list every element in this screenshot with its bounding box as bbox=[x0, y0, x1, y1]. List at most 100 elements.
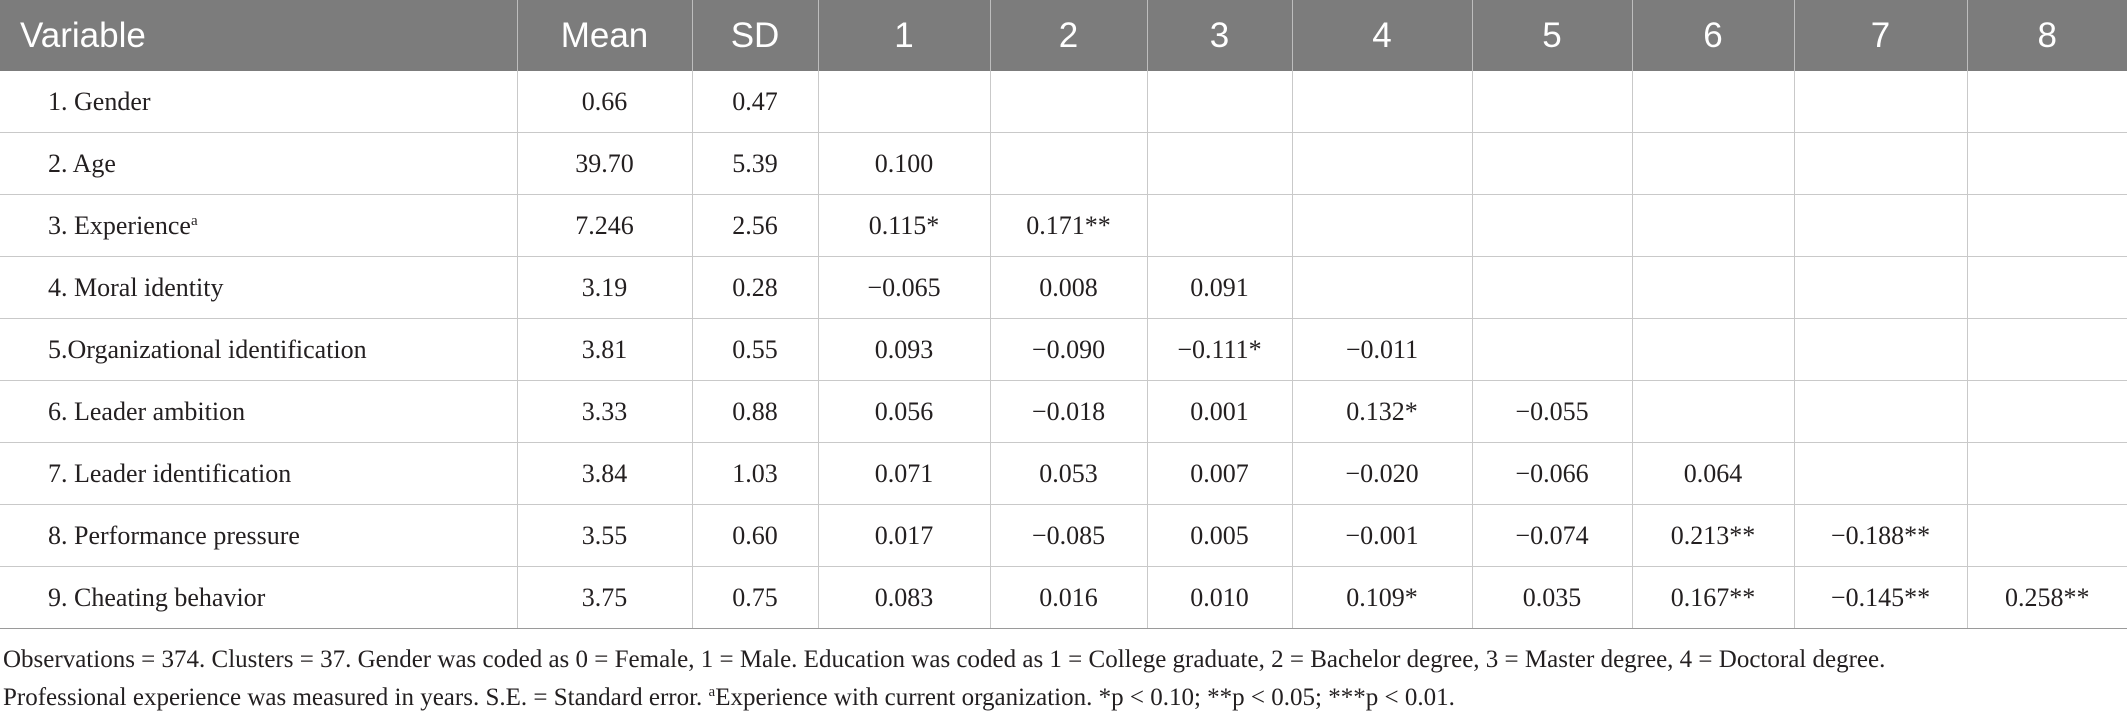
sd-cell: 2.56 bbox=[692, 194, 819, 257]
variable-name: 4. Moral identity bbox=[48, 272, 224, 302]
correlation-cell-6 bbox=[1632, 318, 1795, 381]
correlation-cell-3: 0.010 bbox=[1147, 566, 1293, 629]
correlation-cell-5 bbox=[1472, 256, 1633, 319]
correlation-cell-2: −0.090 bbox=[990, 318, 1148, 381]
sd-cell: 1.03 bbox=[692, 442, 819, 505]
mean-cell: 3.33 bbox=[517, 380, 693, 443]
correlation-cell-7 bbox=[1794, 380, 1968, 443]
sd-cell: 0.28 bbox=[692, 256, 819, 319]
correlation-cell-7 bbox=[1794, 256, 1968, 319]
correlation-cell-1: 0.056 bbox=[818, 380, 991, 443]
correlation-cell-5 bbox=[1472, 71, 1633, 133]
sd-cell: 0.75 bbox=[692, 566, 819, 629]
correlation-cell-4: −0.011 bbox=[1292, 318, 1473, 381]
correlation-cell-4 bbox=[1292, 132, 1473, 195]
correlation-cell-7 bbox=[1794, 442, 1968, 505]
footnote-line-2-note: Experience with current organization. *p… bbox=[715, 684, 1455, 711]
sd-cell: 0.88 bbox=[692, 380, 819, 443]
table-header: Variable Mean SD 1 2 3 4 5 6 7 8 bbox=[0, 0, 2127, 71]
correlation-cell-3 bbox=[1147, 132, 1293, 195]
mean-cell: 39.70 bbox=[517, 132, 693, 195]
footnote-line-2-text: Professional experience was measured in … bbox=[3, 684, 709, 711]
correlation-cell-1: 0.083 bbox=[818, 566, 991, 629]
correlation-cell-1: −0.065 bbox=[818, 256, 991, 319]
header-col-3: 3 bbox=[1147, 0, 1293, 71]
header-col-7: 7 bbox=[1794, 0, 1968, 71]
variable-name: 8. Performance pressure bbox=[48, 520, 300, 550]
header-col-2: 2 bbox=[990, 0, 1148, 71]
correlation-cell-3: 0.091 bbox=[1147, 256, 1293, 319]
correlation-cell-3: −0.111* bbox=[1147, 318, 1293, 381]
variable-cell: 2. Age bbox=[0, 132, 518, 195]
correlation-cell-3: 0.005 bbox=[1147, 504, 1293, 567]
variable-cell: 5.Organizational identification bbox=[0, 318, 518, 381]
table-row: 2. Age 39.70 5.39 0.100 bbox=[0, 132, 2127, 195]
table-row: 5.Organizational identification 3.81 0.55 0… bbox=[0, 318, 2127, 381]
header-row: Variable Mean SD 1 2 3 4 5 6 7 8 bbox=[0, 0, 2127, 71]
correlation-cell-1: 0.115* bbox=[818, 194, 991, 257]
header-sd: SD bbox=[692, 0, 819, 71]
variable-name: 5.Organizational identification bbox=[48, 334, 367, 364]
variable-cell: 4. Moral identity bbox=[0, 256, 518, 319]
variable-cell: 3. Experiencea bbox=[0, 194, 518, 257]
variable-cell: 6. Leader ambition bbox=[0, 380, 518, 443]
header-variable: Variable bbox=[0, 0, 518, 71]
table-row: 3. Experiencea 7.246 2.56 0.115* 0.171** bbox=[0, 194, 2127, 257]
variable-cell: 7. Leader identification bbox=[0, 442, 518, 505]
correlation-cell-8 bbox=[1967, 442, 2127, 505]
correlation-cell-1: 0.093 bbox=[818, 318, 991, 381]
correlation-cell-2: 0.053 bbox=[990, 442, 1148, 505]
correlation-cell-7 bbox=[1794, 132, 1968, 195]
correlation-cell-1: 0.017 bbox=[818, 504, 991, 567]
correlation-cell-6 bbox=[1632, 132, 1795, 195]
correlation-cell-6 bbox=[1632, 256, 1795, 319]
correlation-cell-1 bbox=[818, 71, 991, 133]
header-col-6: 6 bbox=[1632, 0, 1795, 71]
correlation-cell-4 bbox=[1292, 194, 1473, 257]
correlation-cell-4: 0.109* bbox=[1292, 566, 1473, 629]
correlation-cell-7 bbox=[1794, 318, 1968, 381]
correlation-cell-8 bbox=[1967, 132, 2127, 195]
table-row: 1. Gender 0.66 0.47 bbox=[0, 71, 2127, 133]
correlation-cell-1: 0.100 bbox=[818, 132, 991, 195]
variable-cell: 9. Cheating behavior bbox=[0, 566, 518, 629]
variable-name: 6. Leader ambition bbox=[48, 396, 246, 426]
variable-superscript: a bbox=[190, 212, 198, 229]
correlation-cell-4: 0.132* bbox=[1292, 380, 1473, 443]
variable-name: 7. Leader identification bbox=[48, 458, 292, 488]
correlation-cell-4 bbox=[1292, 256, 1473, 319]
correlation-cell-4: −0.001 bbox=[1292, 504, 1473, 567]
correlation-cell-8 bbox=[1967, 380, 2127, 443]
sd-cell: 0.60 bbox=[692, 504, 819, 567]
correlation-cell-7: −0.145** bbox=[1794, 566, 1968, 629]
mean-cell: 7.246 bbox=[517, 194, 693, 257]
mean-cell: 3.55 bbox=[517, 504, 693, 567]
sd-cell: 0.47 bbox=[692, 71, 819, 133]
correlation-table-container: Variable Mean SD 1 2 3 4 5 6 7 8 1. Gend… bbox=[0, 0, 2127, 629]
correlation-cell-6: 0.064 bbox=[1632, 442, 1795, 505]
correlation-cell-8 bbox=[1967, 194, 2127, 257]
correlation-cell-8 bbox=[1967, 256, 2127, 319]
correlation-cell-3 bbox=[1147, 71, 1293, 133]
table-row: 8. Performance pressure 3.55 0.60 0.017 −0.0… bbox=[0, 504, 2127, 567]
footnote-line-1: Observations = 374. Clusters = 37. Gende… bbox=[3, 646, 1886, 673]
correlation-cell-2 bbox=[990, 71, 1148, 133]
table-row: 6. Leader ambition 3.33 0.88 0.056 −0.018 0.0… bbox=[0, 380, 2127, 443]
header-mean: Mean bbox=[517, 0, 693, 71]
correlation-cell-8 bbox=[1967, 504, 2127, 567]
table-row: 9. Cheating behavior 3.75 0.75 0.083 0.016 0.… bbox=[0, 566, 2127, 629]
correlation-cell-5 bbox=[1472, 318, 1633, 381]
correlation-cell-5 bbox=[1472, 132, 1633, 195]
correlation-cell-5: −0.055 bbox=[1472, 380, 1633, 443]
table-row: 4. Moral identity 3.19 0.28 −0.065 0.008 0.09… bbox=[0, 256, 2127, 319]
correlation-cell-6: 0.167** bbox=[1632, 566, 1795, 629]
variable-name: 3. Experience bbox=[48, 210, 191, 240]
sd-cell: 5.39 bbox=[692, 132, 819, 195]
correlation-cell-5: −0.066 bbox=[1472, 442, 1633, 505]
table-row: 7. Leader identification 3.84 1.03 0.071 0.0… bbox=[0, 442, 2127, 505]
correlation-cell-4: −0.020 bbox=[1292, 442, 1473, 505]
header-col-5: 5 bbox=[1472, 0, 1633, 71]
variable-name: 2. Age bbox=[48, 148, 116, 178]
correlation-cell-2: −0.085 bbox=[990, 504, 1148, 567]
correlation-cell-6 bbox=[1632, 380, 1795, 443]
